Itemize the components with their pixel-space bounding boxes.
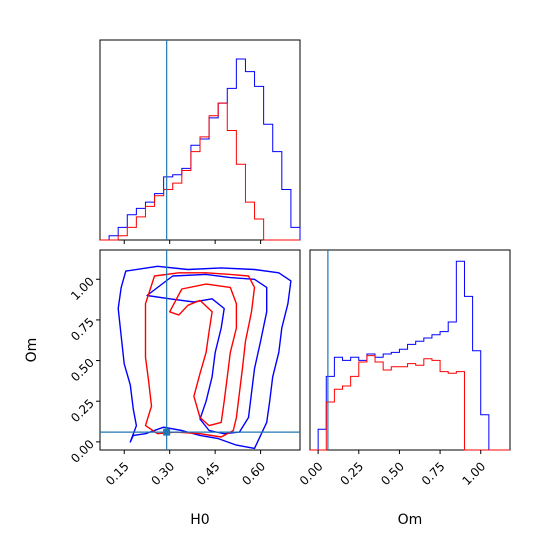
om-tick-label: 0.00 xyxy=(68,437,97,466)
om-tick-label: 0.25 xyxy=(68,396,97,425)
contour-frame xyxy=(99,249,301,451)
h0-histogram-ticks xyxy=(123,240,262,244)
contour-series-b-2 xyxy=(169,283,238,427)
contour-series-a-1 xyxy=(117,265,292,450)
om-tick-label: 0.75 xyxy=(68,315,97,344)
truth-marker xyxy=(163,428,171,436)
h0-axis-label: H0 xyxy=(190,512,209,528)
om-histogram-series-a xyxy=(310,260,510,451)
h0-histogram-frame xyxy=(99,39,301,241)
contour-series-b-1 xyxy=(144,272,256,438)
om-histogram-tick-label: 0.25 xyxy=(338,459,367,488)
om-tick-label: 1.00 xyxy=(68,274,97,303)
om-histogram-tick-label: 0.75 xyxy=(419,459,448,488)
h0-tick-label: 0.15 xyxy=(103,459,132,488)
h0-histogram-series xyxy=(100,58,301,241)
om-histogram-series xyxy=(310,260,510,451)
om-tick-label: 0.50 xyxy=(68,356,97,385)
om-histogram-tick-label: 1.00 xyxy=(459,459,488,488)
h0-histogram-series-b xyxy=(100,102,300,241)
h0-tick-label: 0.30 xyxy=(148,459,177,488)
contour-y-ticks: 0.00 0.25 0.50 0.75 1.00 xyxy=(68,274,100,466)
om-histogram-series-b xyxy=(310,355,510,451)
h0-tick-label: 0.60 xyxy=(239,459,268,488)
contour-x-ticks: 0.15 0.30 0.45 0.60 xyxy=(103,450,268,488)
om-y-axis-label: Om xyxy=(24,338,40,363)
h0-histogram-panel xyxy=(99,39,301,244)
om-x-axis-label: Om xyxy=(398,512,423,528)
h0-om-contour-panel: 0.15 0.30 0.45 0.60 0.00 0.25 0.50 0.75 1.00 H0… xyxy=(24,249,301,528)
h0-tick-label: 0.45 xyxy=(194,459,223,488)
om-histogram-panel: 0.00 0.25 0.50 0.75 1.00 Om xyxy=(297,249,511,528)
contour-series xyxy=(117,265,292,450)
om-histogram-tick-label: 0.50 xyxy=(378,459,407,488)
om-histogram-ticks: 0.00 0.25 0.50 0.75 1.00 xyxy=(297,450,488,488)
om-histogram-frame xyxy=(309,249,511,451)
contour-series-a-2 xyxy=(146,273,268,435)
om-histogram-tick-label: 0.00 xyxy=(297,459,326,488)
